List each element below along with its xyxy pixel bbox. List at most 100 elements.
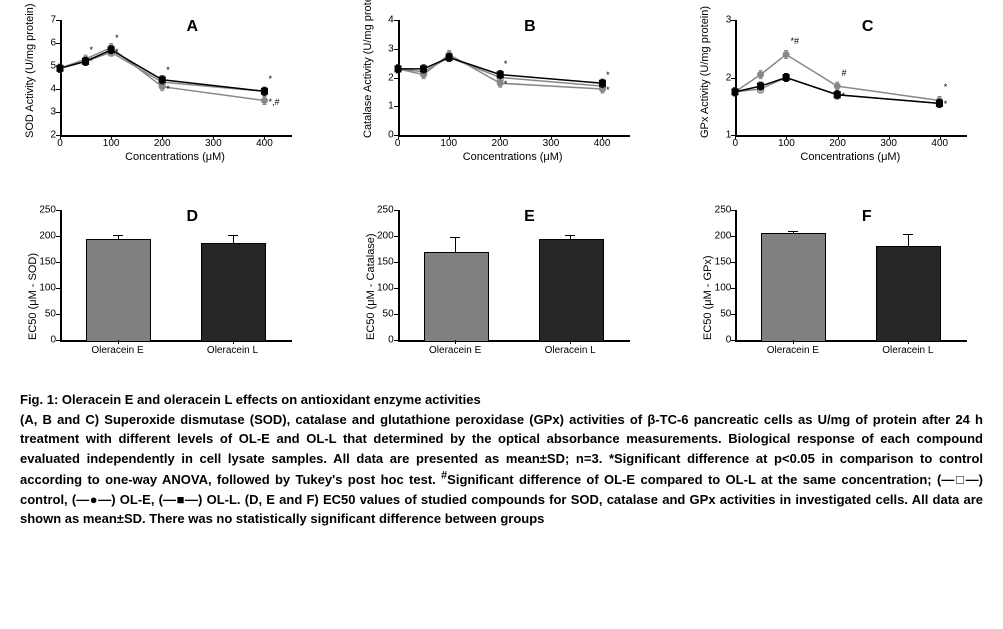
- y-tick-label: 150: [34, 257, 56, 268]
- marker-oll: [758, 83, 764, 89]
- significance-marker: *: [166, 84, 170, 94]
- y-tick-label: 200: [34, 231, 56, 242]
- y-tick-label: 4: [42, 84, 56, 95]
- marker-ole: [159, 84, 165, 90]
- x-axis-label: Concentrations (μM): [398, 151, 628, 163]
- y-axis-label: EC50 (μM - SOD): [27, 210, 39, 340]
- line-chart-svg: [60, 20, 290, 135]
- y-tick-label: 250: [372, 205, 394, 216]
- y-tick-label: 5: [42, 61, 56, 72]
- y-tick-label: 50: [34, 309, 56, 320]
- y-tick-label: 1: [717, 130, 731, 141]
- x-tick-label: Oleracein E: [767, 345, 819, 356]
- x-axis-label: Concentrations (μM): [60, 151, 290, 163]
- y-tick-label: 3: [42, 107, 56, 118]
- y-tick-label: 50: [709, 309, 731, 320]
- figure-grid: ASOD Activity (U/mg protein)Concentratio…: [10, 10, 993, 370]
- x-tick-label: Oleracein L: [882, 345, 933, 356]
- y-tick-label: 2: [717, 72, 731, 83]
- significance-marker: *: [268, 74, 272, 84]
- x-tick-label: Oleracein L: [545, 345, 596, 356]
- significance-marker: *#: [790, 36, 799, 46]
- panel-label: E: [524, 208, 535, 226]
- x-tick-label: 400: [256, 138, 273, 149]
- y-axis-label: EC50 (μM - Catalase): [365, 210, 377, 340]
- panel-label: D: [187, 208, 199, 226]
- marker-oll: [420, 66, 426, 72]
- y-tick-label: 0: [34, 335, 56, 346]
- marker-oll: [159, 77, 165, 83]
- panel-b: BCatalase Activity (U/mg protein)Concent…: [348, 10, 656, 180]
- x-tick-label: Oleracein L: [207, 345, 258, 356]
- significance-marker: *: [504, 79, 508, 89]
- bar: [424, 252, 489, 342]
- x-tick-label: 100: [778, 138, 795, 149]
- marker-oll: [732, 89, 738, 95]
- significance-marker: *: [166, 65, 170, 75]
- y-tick-label: 2: [42, 130, 56, 141]
- y-tick-label: 150: [372, 257, 394, 268]
- y-tick-label: 50: [372, 309, 394, 320]
- panel-e: EEC50 (μM - Catalase)050100150200250Oler…: [348, 200, 656, 370]
- y-axis-label: SOD Activity (U/mg protein): [24, 18, 36, 138]
- x-tick-label: 0: [733, 138, 739, 149]
- x-tick-label: 100: [440, 138, 457, 149]
- x-tick-label: 400: [931, 138, 948, 149]
- line-chart-svg: [398, 20, 628, 135]
- x-tick-label: 300: [880, 138, 897, 149]
- panel-label: F: [862, 208, 872, 226]
- marker-oll: [446, 54, 452, 60]
- x-tick-label: 400: [594, 138, 611, 149]
- y-tick-label: 4: [380, 15, 394, 26]
- marker-ole: [835, 83, 841, 89]
- significance-marker: *: [944, 82, 948, 92]
- bar: [201, 243, 266, 342]
- significance-marker: *: [90, 45, 94, 55]
- marker-oll: [497, 72, 503, 78]
- y-axis-label: Catalase Activity (U/mg protein): [362, 18, 374, 138]
- caption-title: Fig. 1: Oleracein E and oleracein L effe…: [20, 392, 481, 407]
- marker-ole: [783, 52, 789, 58]
- y-axis-label: GPx Activity (U/mg protein): [699, 18, 711, 138]
- y-tick-label: 0: [372, 335, 394, 346]
- y-axis-label: EC50 (μM - GPx): [702, 210, 714, 340]
- marker-oll: [261, 88, 267, 94]
- marker-oll: [395, 66, 401, 72]
- y-tick-label: 2: [380, 72, 394, 83]
- y-tick-label: 150: [709, 257, 731, 268]
- x-tick-label: 200: [154, 138, 171, 149]
- y-tick-label: 250: [34, 205, 56, 216]
- y-tick-label: 3: [717, 15, 731, 26]
- y-tick-label: 100: [709, 283, 731, 294]
- significance-marker: *: [606, 85, 610, 95]
- significance-marker: #: [842, 68, 847, 78]
- x-tick-label: 200: [829, 138, 846, 149]
- marker-oll: [83, 58, 89, 64]
- y-tick-label: 250: [709, 205, 731, 216]
- y-tick-label: 200: [709, 231, 731, 242]
- bar: [876, 246, 941, 342]
- significance-marker: *: [842, 91, 846, 101]
- marker-oll: [108, 47, 114, 53]
- caption-body: (A, B and C) Superoxide dismutase (SOD),…: [20, 412, 983, 527]
- significance-marker: *: [90, 56, 94, 66]
- x-axis-label: Concentrations (μM): [735, 151, 965, 163]
- marker-ole: [758, 72, 764, 78]
- y-tick-label: 6: [42, 38, 56, 49]
- significance-marker: *,#: [268, 97, 279, 107]
- x-tick-label: 300: [543, 138, 560, 149]
- y-tick-label: 100: [34, 283, 56, 294]
- marker-oll: [57, 65, 63, 71]
- y-tick-label: 3: [380, 43, 394, 54]
- figure-caption: Fig. 1: Oleracein E and oleracein L effe…: [10, 390, 993, 529]
- x-tick-label: 100: [103, 138, 120, 149]
- y-tick-label: 100: [372, 283, 394, 294]
- panel-d: D EC50 (μM - SOD)0 50 100 150 200 250 Oleracein…: [10, 200, 318, 370]
- significance-marker: *: [944, 99, 948, 109]
- marker-oll: [783, 75, 789, 81]
- y-tick-label: 1: [380, 101, 394, 112]
- significance-marker: *: [115, 33, 119, 43]
- y-tick-label: 0: [380, 130, 394, 141]
- bar: [761, 233, 826, 342]
- marker-ole: [497, 80, 503, 86]
